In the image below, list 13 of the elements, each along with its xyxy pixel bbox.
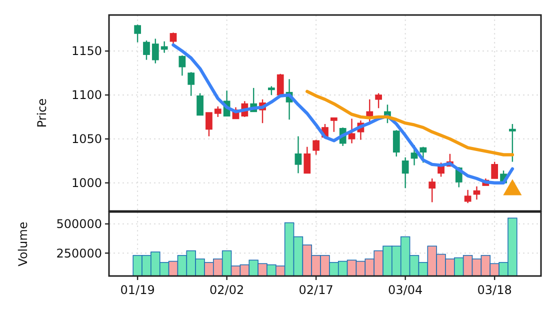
y-tick-label: 500000 <box>56 217 102 232</box>
y-tick-label: 1000 <box>71 176 102 190</box>
y-tick-label: 1100 <box>71 88 102 102</box>
x-tick-label: 02/02 <box>210 283 244 297</box>
x-tick-label: 03/18 <box>477 283 512 297</box>
y-axis-title: Volume <box>16 222 30 266</box>
x-tick-label: 03/04 <box>388 283 423 297</box>
y-axis-title: Price <box>35 98 49 128</box>
y-tick-label: 1150 <box>71 44 102 58</box>
y-tick-label: 250000 <box>56 246 102 260</box>
x-tick-label: 01/19 <box>120 283 155 297</box>
y-tick-label: 1050 <box>71 132 102 146</box>
x-tick-label: 02/17 <box>298 283 334 297</box>
